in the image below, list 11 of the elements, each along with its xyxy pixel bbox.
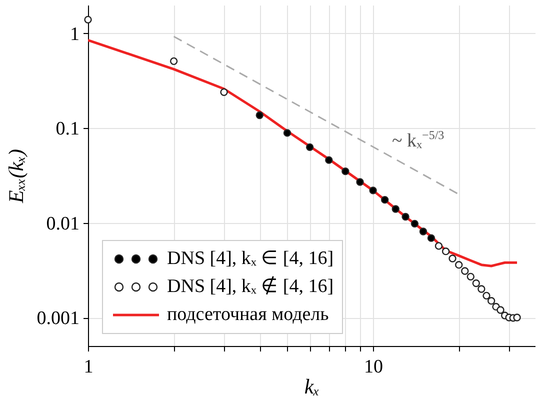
legend-label: подсеточная модель [167, 303, 329, 327]
legend-label: DNS [4], kₓ ∈ [4, 16] [167, 247, 334, 271]
y-axis-title: Eₓₓ(kₓ) [4, 148, 28, 204]
legend-label: DNS [4], kₓ ∉ [4, 16] [167, 275, 334, 299]
annotation: ~ kₓ$^{−5/3}$ [392, 128, 444, 152]
y-tick-label: 0.1 [56, 118, 80, 140]
y-tick-label: 0.001 [36, 308, 80, 329]
y-tick-label: 1 [70, 24, 80, 45]
x-tick-label: 10 [364, 356, 384, 378]
x-axis-title: kₓ [304, 374, 320, 398]
y-tick-label: 0.01 [46, 213, 80, 234]
